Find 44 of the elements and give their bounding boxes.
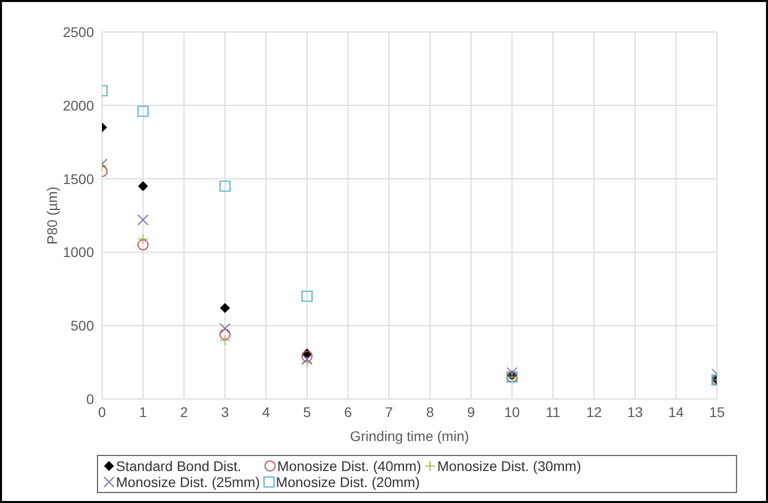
y-tick-label: 2500 (62, 24, 94, 40)
y-axis-title: P80 (µm) (44, 186, 60, 244)
point (220, 302, 230, 313)
point (138, 181, 148, 192)
point (506, 367, 518, 378)
point (302, 290, 312, 302)
legend-label: Monosize Dist. (25mm) (116, 474, 260, 490)
x-tick-label: 8 (426, 404, 434, 420)
x-tick-label: 13 (627, 404, 643, 420)
x-tick-label: 3 (221, 404, 230, 420)
y-tick-label: 500 (70, 318, 94, 334)
point (138, 106, 148, 117)
x-tick-label: 14 (668, 404, 684, 420)
legend-label: Monosize Dist. (30mm) (437, 458, 582, 474)
x-tick-label: 9 (467, 404, 476, 420)
point (302, 356, 312, 368)
y-tick-label: 2000 (62, 97, 94, 114)
x-tick-label: 10 (504, 404, 520, 420)
y-tick-label: 1000 (62, 244, 94, 260)
legend-label: Monosize Dist. (20mm) (276, 474, 420, 490)
x-tick-label: 15 (709, 404, 725, 420)
x-tick-label: 1 (139, 404, 148, 420)
point (220, 328, 230, 340)
y-tick-label: 0 (86, 390, 94, 407)
x-tick-label: 2 (180, 404, 188, 420)
x-tick-label: 12 (586, 404, 602, 420)
point (220, 180, 230, 192)
point (138, 233, 148, 244)
x-axis-title: Grinding time (min) (350, 428, 470, 444)
x-tick-label: 7 (385, 404, 394, 420)
point (138, 214, 148, 226)
point (302, 354, 312, 365)
legend-label: Monosize Dist. (40mm) (277, 458, 422, 474)
point (138, 239, 148, 250)
x-tick-label: 11 (546, 404, 560, 420)
x-tick-label: 4 (262, 404, 270, 420)
x-tick-label: 6 (344, 404, 352, 420)
point (302, 350, 312, 362)
legend-label: Standard Bond Dist. (116, 458, 242, 474)
point (220, 334, 230, 346)
x-tick-label: 0 (98, 404, 106, 420)
x-tick-label: 5 (303, 404, 312, 420)
point (220, 323, 230, 334)
y-tick-label: 1500 (62, 170, 94, 187)
